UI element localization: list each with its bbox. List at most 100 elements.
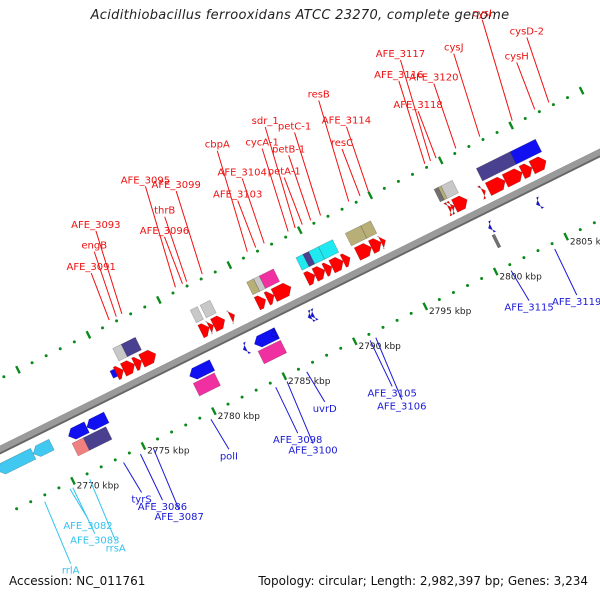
gene-label-afe-3091: AFE_3091 [67,262,116,273]
forward-cds [225,310,236,325]
outer-minor-tick [115,319,119,323]
outer-minor-tick [453,151,457,155]
feature-box [317,239,340,260]
gene-label-afe-3096: AFE_3096 [140,226,189,237]
reverse-cds [242,341,252,355]
gene-label-afe-3118: AFE_3118 [393,100,442,111]
scale-label: 2795 kbp [429,307,472,317]
reverse-box [491,233,502,249]
inner-minor-tick [198,416,202,420]
label-leader-line [275,386,299,434]
outer-minor-tick [396,179,400,183]
reverse-cds [271,327,280,340]
label-leader-line [345,126,369,192]
forward-cds [263,291,275,306]
outer-minor-tick [551,103,555,107]
outer-minor-tick [30,361,34,365]
gene-label-cyca-1: cycA-1 [245,137,279,148]
inner-minor-tick [592,221,596,225]
inner-minor-tick [480,277,484,281]
label-leader-line [140,453,163,501]
gene-label-sdr-1: sdr_1 [252,116,279,127]
inner-minor-tick [85,472,89,476]
gene-label-engb: engB [81,241,107,252]
label-leader-line [241,178,265,244]
gene-label-afe-3119: AFE_3119 [552,297,600,308]
label-leader-line [453,53,481,137]
inner-minor-tick [29,500,33,504]
reverse-cds [488,219,497,233]
label-leader-line [399,59,431,162]
inner-minor-tick [550,242,554,246]
label-leader-line [318,100,350,202]
reverse-cds [86,411,110,431]
forward-cds [321,262,333,277]
outer-minor-tick [256,249,260,253]
label-leader-line [341,148,361,197]
label-leader-line [216,150,248,252]
inner-minor-tick [15,507,19,511]
reverse-box [192,372,221,397]
gene-label-peta-1: petA-1 [268,167,301,178]
outer-major-tick [578,86,585,95]
forward-cds [311,266,326,282]
outer-minor-tick [326,214,330,218]
label-leader-line [152,447,180,511]
feature-box [440,179,459,199]
forward-cds [367,238,382,254]
feature-box [120,336,142,358]
gene-label-afe-3104: AFE_3104 [218,167,267,178]
inner-minor-tick [127,451,131,455]
outer-minor-tick [411,172,415,176]
forward-cds [445,200,456,216]
forward-cds [328,256,344,274]
outer-minor-tick [467,144,471,148]
inner-minor-tick [226,402,230,406]
gene-label-afe-3105: AFE_3105 [367,388,416,399]
inner-minor-tick [170,430,174,434]
gene-label-afe-3098: AFE_3098 [273,435,322,446]
feature-box [258,268,281,289]
forward-cds [339,253,351,268]
outer-minor-tick [523,117,527,121]
label-leader-line [417,111,437,159]
label-leader-line [526,37,550,103]
label-leader-line [210,418,230,450]
outer-minor-tick [72,340,76,344]
label-leader-line [72,487,96,534]
label-leader-line [264,126,296,229]
scale-label: 2785 kbp [288,377,331,387]
label-leader-line [95,230,123,314]
reverse-cds [310,307,320,321]
label-leader-line [369,340,393,387]
forward-cds [442,202,453,217]
inner-minor-tick [395,318,399,322]
forward-cds [376,235,386,250]
map-title: Acidithiobacillus ferrooxidans ATCC 2327… [90,8,510,23]
label-leader-line [90,272,110,321]
gene-label-afe-3117: AFE_3117 [376,49,425,60]
label-leader-line [164,216,188,282]
inner-minor-tick [367,332,371,336]
inner-minor-tick [339,346,343,350]
gene-label-afe-3095: AFE_3095 [121,175,170,186]
label-leader-line [516,62,536,110]
outer-minor-tick [566,96,570,100]
inner-major-tick [563,232,570,241]
forward-cds [209,315,226,333]
outer-minor-tick [284,235,288,239]
label-leader-line [375,337,403,400]
outer-minor-tick [2,375,6,379]
inner-major-tick [492,267,499,276]
label-leader-line [261,148,289,232]
forward-cds [528,156,547,175]
reverse-cds [307,309,317,322]
outer-minor-tick [101,326,105,330]
label-leader-line [554,248,578,296]
inner-minor-tick [451,290,455,294]
forward-cds [353,243,372,261]
forward-cds [204,320,214,335]
gene-label-afe-3083: AFE_3083 [70,536,119,547]
inner-minor-tick [240,395,244,399]
